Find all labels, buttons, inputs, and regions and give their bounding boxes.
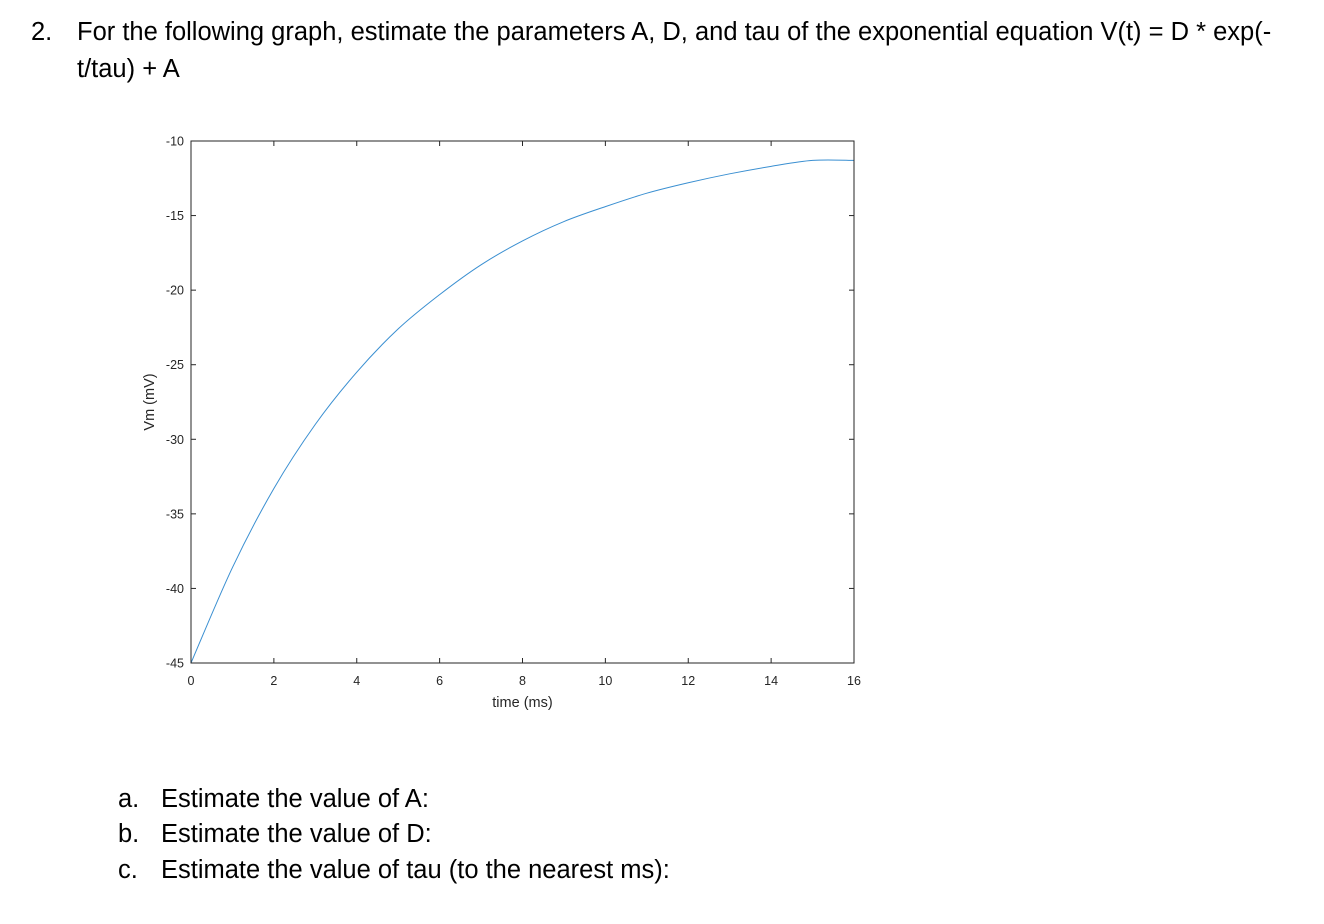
plot-area <box>191 141 854 663</box>
question-prompt: 2. For the following graph, estimate the… <box>31 14 1291 88</box>
series-line <box>190 159 855 664</box>
x-tick-label: 12 <box>681 674 695 688</box>
y-tick-label: -25 <box>166 358 184 372</box>
x-axis-label: time (ms) <box>492 695 552 711</box>
y-tick-label: -20 <box>166 284 184 298</box>
question-text: For the following graph, estimate the pa… <box>77 18 1272 83</box>
subquestion-text: Estimate the value of tau (to the neares… <box>161 856 670 884</box>
subquestion-letter: a. <box>118 785 140 813</box>
axis-tick-labels: 0 2 4 6 8 10 12 14 16 -45 -40 -35 -30 -25 -20 -15 -10 <box>166 135 861 689</box>
subquestion-text: Estimate the value of D: <box>161 820 432 848</box>
subquestion-text: Estimate the value of A: <box>161 785 429 813</box>
y-tick-label: -10 <box>166 135 184 149</box>
x-tick-label: 0 <box>188 674 195 688</box>
y-tick-label: -30 <box>166 433 184 447</box>
x-tick-label: 6 <box>436 674 443 688</box>
x-tick-label: 16 <box>847 674 861 688</box>
x-tick-label: 2 <box>270 674 277 688</box>
y-tick-label: -15 <box>166 209 184 223</box>
question-number: 2. <box>31 18 53 46</box>
y-tick-label: -45 <box>166 657 184 671</box>
x-tick-label: 4 <box>353 674 360 688</box>
x-tick-label: 10 <box>598 674 612 688</box>
subquestion-letter: c. <box>118 856 138 884</box>
x-tick-label: 14 <box>764 674 778 688</box>
plot-frame <box>190 140 855 664</box>
y-tick-label: -40 <box>166 582 184 596</box>
subquestion-letter: b. <box>118 820 140 848</box>
y-tick-label: -35 <box>166 507 184 521</box>
x-tick-label: 8 <box>519 674 526 688</box>
y-axis-label: Vm (mV) <box>142 373 158 430</box>
